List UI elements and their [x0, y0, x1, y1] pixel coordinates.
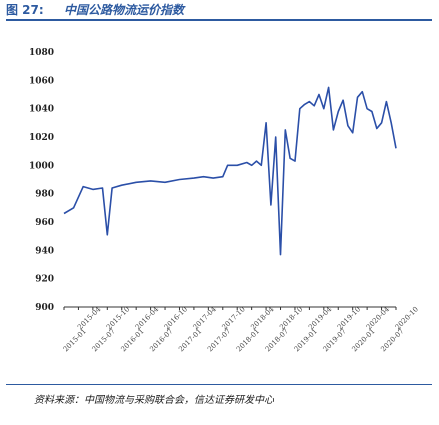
x-tick-label: 2019-01	[293, 327, 319, 353]
x-tick-label: 2019-10	[336, 305, 362, 331]
y-tick-label: 1080	[29, 48, 54, 58]
x-axis: 2015-012015-042015-072015-102016-012016-…	[62, 305, 420, 354]
y-tick-label: 940	[35, 246, 54, 256]
figure-header: 图 27: 中国公路物流运价指数	[6, 1, 436, 19]
y-tick-label: 1040	[29, 105, 54, 115]
x-tick-label: 2018-10	[278, 305, 304, 331]
x-tick-label: 2019-07	[322, 327, 348, 353]
x-tick-label: 2017-10	[221, 305, 247, 331]
x-tick-label: 2020-01	[350, 327, 376, 353]
y-tick-label: 900	[35, 303, 54, 313]
x-tick-label: 2017-04	[192, 305, 219, 332]
x-tick-label: 2019-04	[307, 305, 334, 332]
x-tick-label: 2018-07	[264, 327, 290, 353]
x-tick-label: 2016-04	[134, 305, 161, 332]
x-tick-label: 2017-01	[177, 327, 203, 353]
series-line	[63, 86, 397, 256]
x-tick-label: 2018-04	[249, 305, 276, 332]
y-tick-label: 920	[35, 275, 54, 285]
y-tick-label: 1060	[29, 76, 54, 86]
x-tick-label: 2020-10	[394, 305, 420, 331]
y-tick-label: 980	[35, 190, 54, 200]
x-tick-label: 2020-07	[379, 327, 405, 353]
y-axis: 900 920 940 960 980 1000 1020 1040 1060 1080	[29, 48, 54, 313]
line-chart: 900 920 940 960 980 1000 1020 1040 1060 1080 2015…	[29, 48, 420, 354]
x-tick-label: 2016-07	[148, 327, 174, 353]
header-rule	[6, 19, 432, 21]
x-tick-label: 2016-10	[163, 305, 189, 331]
y-tick-label: 960	[35, 218, 54, 228]
x-tick-label: 2015-04	[76, 305, 103, 332]
x-tick-label: 2017-07	[206, 327, 232, 353]
figure-number: 图 27:	[6, 3, 44, 17]
source-note: 资料来源：中国物流与采购联合会，信达证券研发中心	[34, 395, 274, 406]
x-tick-label: 2015-07	[91, 327, 117, 353]
x-tick-label: 2016-01	[119, 327, 145, 353]
y-tick-label: 1020	[29, 133, 54, 143]
x-tick-label: 2015-01	[62, 327, 88, 353]
figure-title: 中国公路物流运价指数	[64, 3, 185, 17]
footer-rule	[6, 384, 432, 385]
x-tick-label: 2020-04	[365, 305, 392, 332]
x-tick-label: 2018-01	[235, 327, 261, 353]
x-tick-label: 2015-10	[105, 305, 131, 331]
y-tick-label: 1000	[29, 161, 54, 171]
